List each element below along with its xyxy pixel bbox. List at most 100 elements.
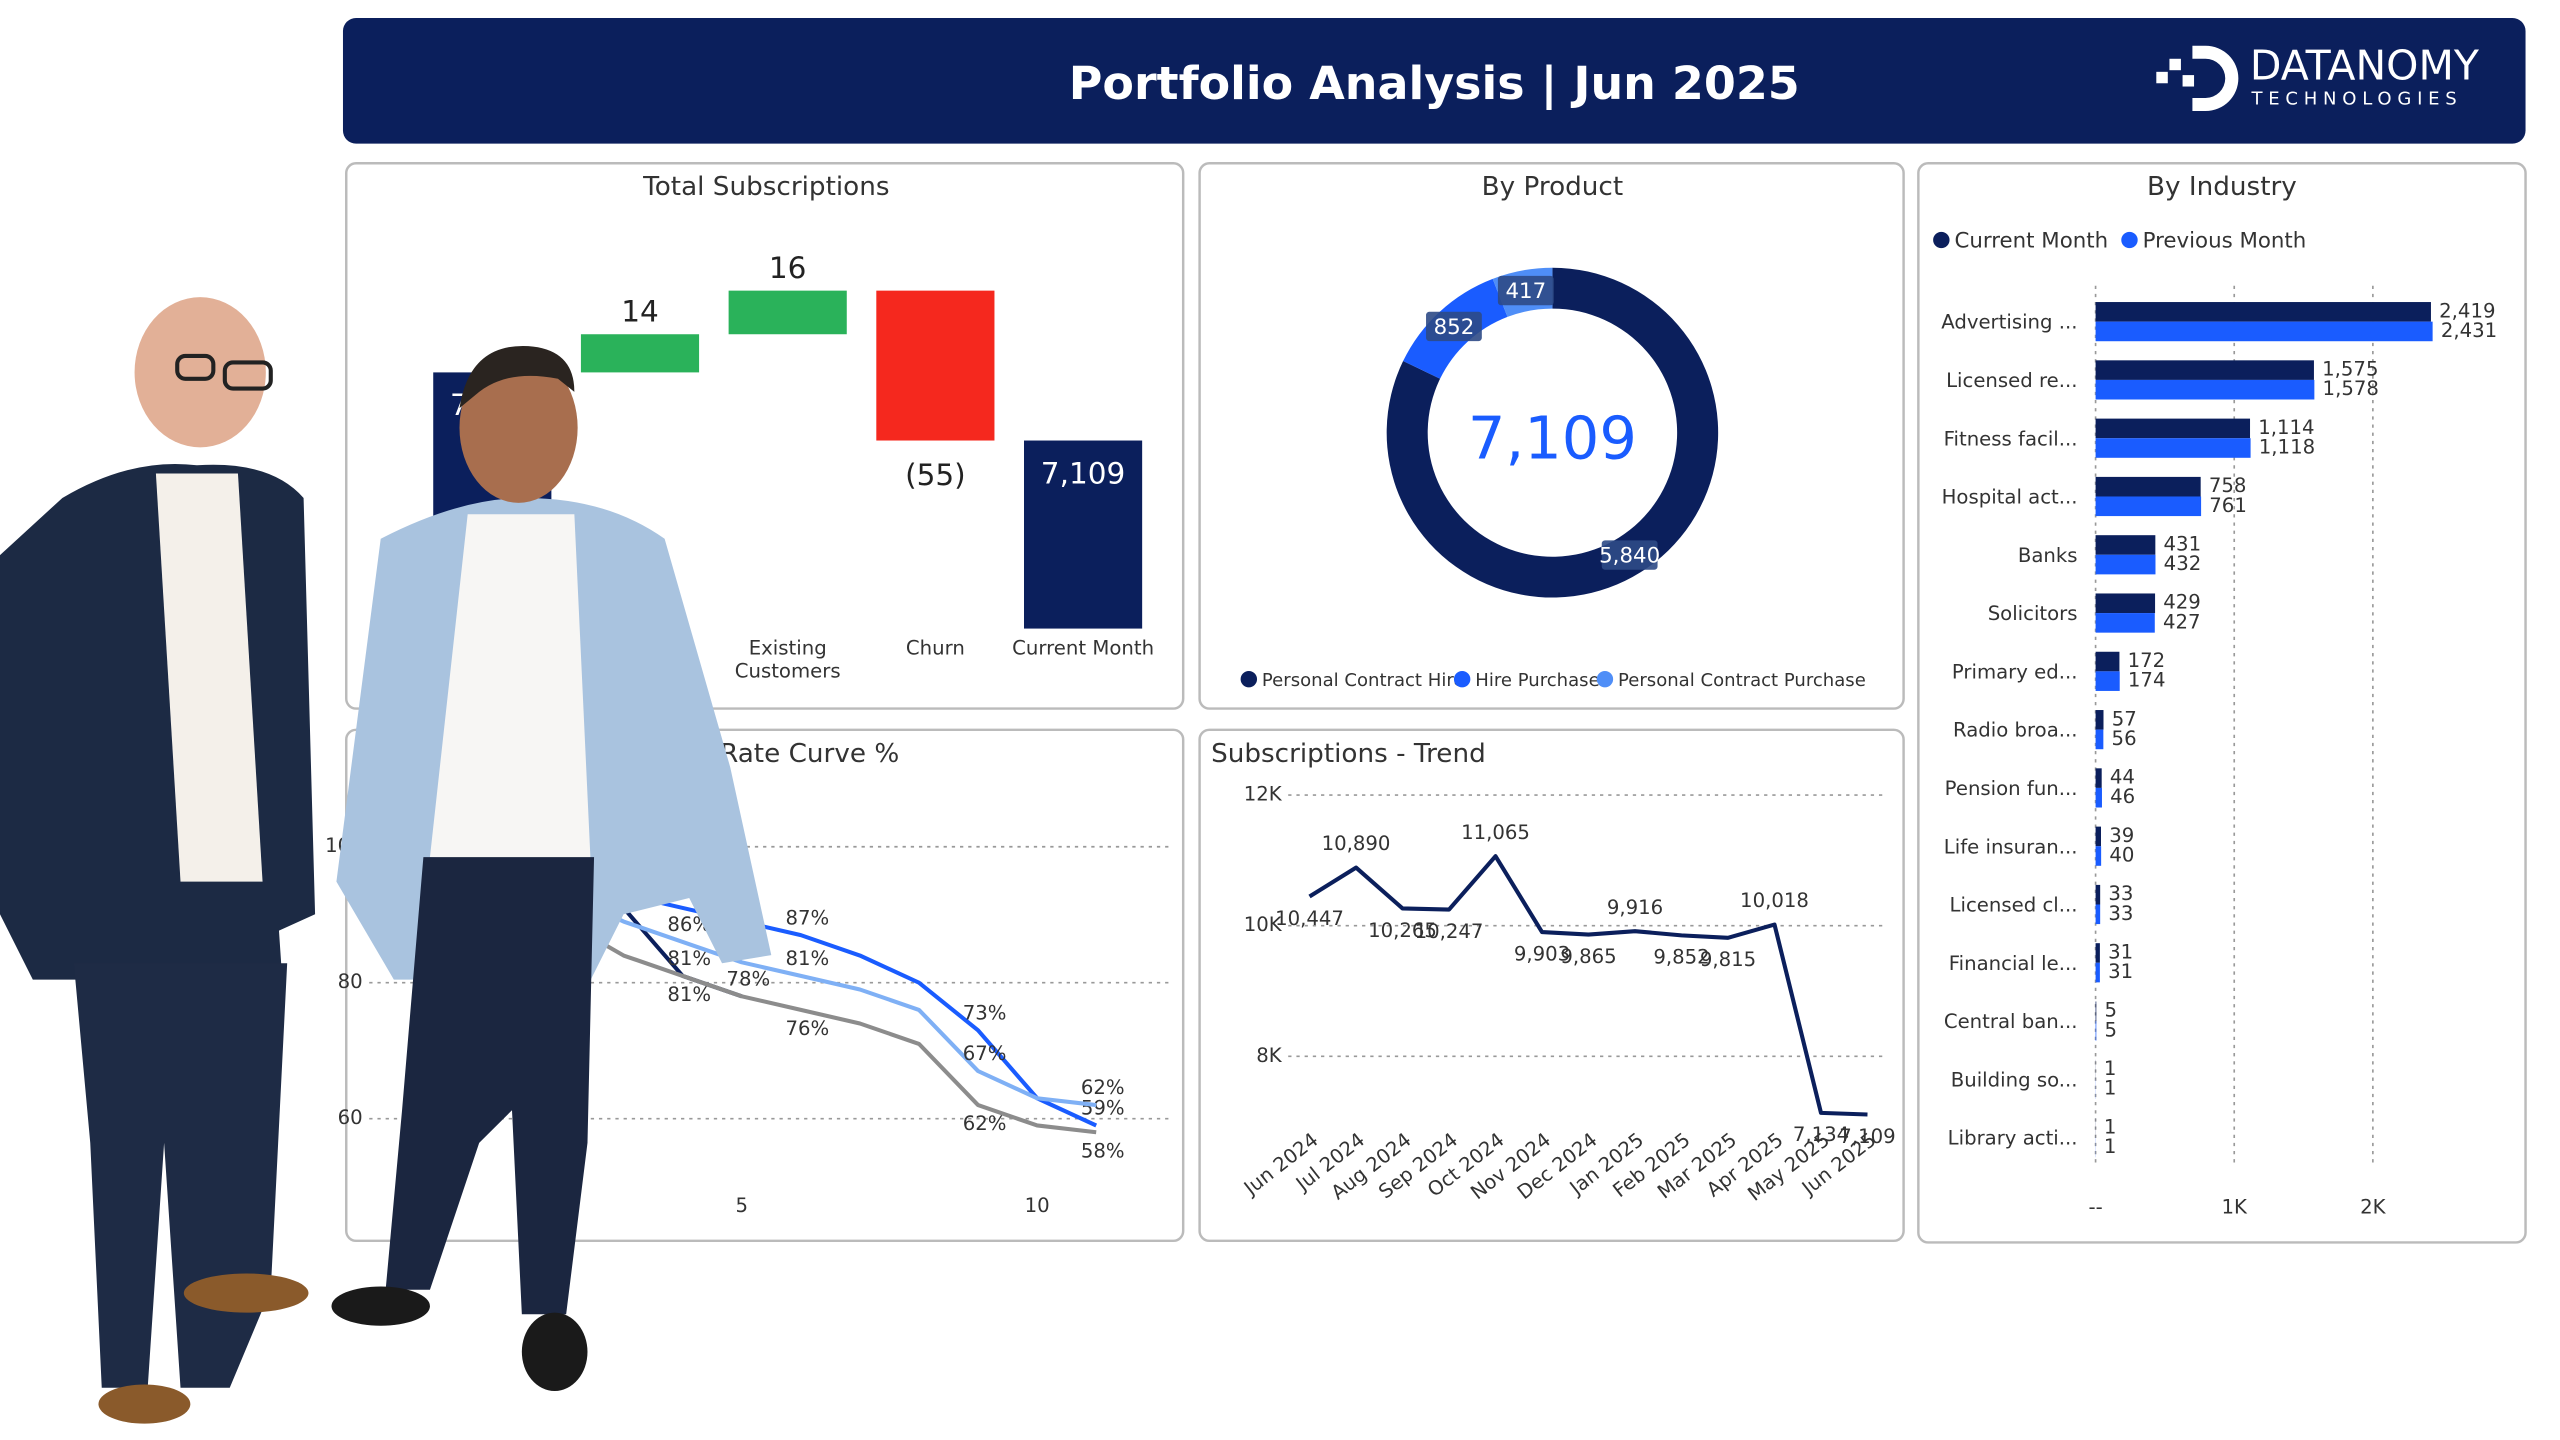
data-label: 81% (667, 983, 711, 1006)
legend-label: Previous Month (2143, 229, 2307, 254)
y-tick-label: Solicitors (1988, 602, 2078, 625)
logo-sub: TECHNOLOGIES (2250, 89, 2462, 110)
bar (2095, 1001, 2097, 1022)
data-label: 427 (2163, 610, 2201, 633)
panel-title: By Industry (2147, 172, 2297, 202)
label-box (1426, 311, 1482, 342)
waterfall-bar (876, 290, 995, 441)
y-tick-label: 12K (1244, 783, 1283, 806)
waterfall-bar (1024, 440, 1143, 629)
data-label: 10,247 (1415, 920, 1484, 943)
data-label: (55) (905, 458, 966, 492)
data-label: 417 (1505, 279, 1546, 304)
data-label: 1,575 (2322, 358, 2378, 381)
data-label: 429 (2163, 591, 2201, 614)
bar (2095, 943, 2100, 963)
bar (2095, 729, 2104, 750)
data-label: 1 (2104, 1057, 2117, 1080)
y-tick-label: Central ban... (1944, 1010, 2078, 1033)
data-label: 1 (2104, 1115, 2117, 1138)
data-label: 31 (2108, 960, 2133, 983)
data-label: 9,916 (1607, 896, 1663, 919)
x-tick-label: Current Month (1012, 636, 1155, 660)
data-label: 87% (786, 906, 830, 929)
y-tick-label: 80 (338, 970, 363, 993)
y-tick-label: Licensed cl... (1950, 894, 2078, 917)
legend-dot (1933, 231, 1950, 249)
x-tick-label: -- (2088, 1196, 2102, 1219)
bar (2095, 671, 2120, 691)
data-label: 432 (2164, 552, 2202, 575)
y-tick-label: Building so... (1951, 1069, 2078, 1092)
x-tick-label: 10 (1025, 1194, 1050, 1217)
center-label: 7,109 (1468, 404, 1637, 473)
data-label: 1 (2104, 1077, 2117, 1100)
header-title: Portfolio Analysis | Jun 2025 (1069, 56, 1800, 111)
bar (2095, 418, 2251, 439)
waterfall-bar (580, 334, 700, 373)
data-label: 1,578 (2323, 377, 2379, 400)
logo-name: DATANOMY (2250, 42, 2480, 90)
data-label: 431 (2164, 533, 2202, 556)
legend-label: Personal Contract Purchase (1618, 670, 1866, 691)
x-category: Existing Customers (734, 636, 841, 683)
bar (2095, 360, 2314, 380)
panel-title: Subscriptions - Trend (1211, 739, 1486, 769)
bar (2095, 593, 2156, 614)
legend-label: Hire Purchase (1475, 670, 1599, 691)
bar (2095, 846, 2102, 866)
bar (2095, 554, 2156, 575)
data-label: 39 (2109, 824, 2134, 847)
data-label: 76% (786, 1017, 830, 1040)
y-tick-label: Primary ed... (1952, 661, 2078, 684)
y-tick-label: Hospital act... (1942, 486, 2078, 509)
bar (2095, 379, 2315, 400)
data-label: 9,852 (1653, 946, 1709, 969)
legend-label: Current Month (1954, 229, 2108, 254)
data-label: 81% (667, 947, 711, 970)
y-tick-label: Library acti... (1948, 1127, 2078, 1150)
data-label: 59% (1081, 1097, 1125, 1120)
data-label: 761 (2209, 494, 2247, 517)
bar (2095, 438, 2251, 458)
x-tick-label: 5 (735, 1194, 748, 1217)
x-tick-label: Churn (905, 636, 965, 660)
bar (2095, 826, 2101, 847)
data-label: 81% (786, 947, 830, 970)
legend-label: Personal Contract Hire (1262, 670, 1465, 691)
data-label: 174 (2128, 669, 2166, 692)
data-label: 1,118 (2259, 436, 2315, 459)
bar (2095, 904, 2101, 925)
x-tick-label: Existing Customers (734, 636, 841, 683)
waterfall-bar (728, 290, 847, 335)
data-label: 9,865 (1560, 945, 1616, 968)
x-tick-label: 2K (2360, 1196, 2387, 1219)
data-label: 78% (726, 968, 770, 991)
line-series (1308, 854, 1868, 1117)
panel-title: By Product (1482, 172, 1624, 202)
header-bar (342, 17, 2526, 144)
label-box (1601, 540, 1658, 570)
data-label: 7,109 (1839, 1125, 1895, 1148)
bar (2095, 787, 2102, 808)
data-label: 56 (2112, 727, 2137, 750)
data-label: 46 (2110, 785, 2135, 808)
bar (2095, 710, 2104, 730)
legend-dot (2121, 231, 2138, 249)
bar (2095, 496, 2202, 517)
data-label: 9,815 (1700, 948, 1756, 971)
legend-dot (1596, 671, 1614, 688)
data-label: 9,903 (1514, 942, 1570, 965)
people-photo (0, 297, 772, 1424)
y-tick-label: Fitness facil... (1944, 427, 2078, 450)
bar (2095, 884, 2101, 905)
data-label: 33 (2108, 882, 2133, 905)
logo-icon (2156, 45, 2239, 112)
data-label: 10,265 (1368, 919, 1437, 942)
y-tick-label: 10K (1244, 913, 1283, 936)
data-label: 33 (2108, 902, 2133, 925)
x-category: Current Month (1012, 636, 1155, 660)
data-label: 44 (2110, 766, 2135, 789)
y-tick-label: Banks (2018, 544, 2078, 567)
